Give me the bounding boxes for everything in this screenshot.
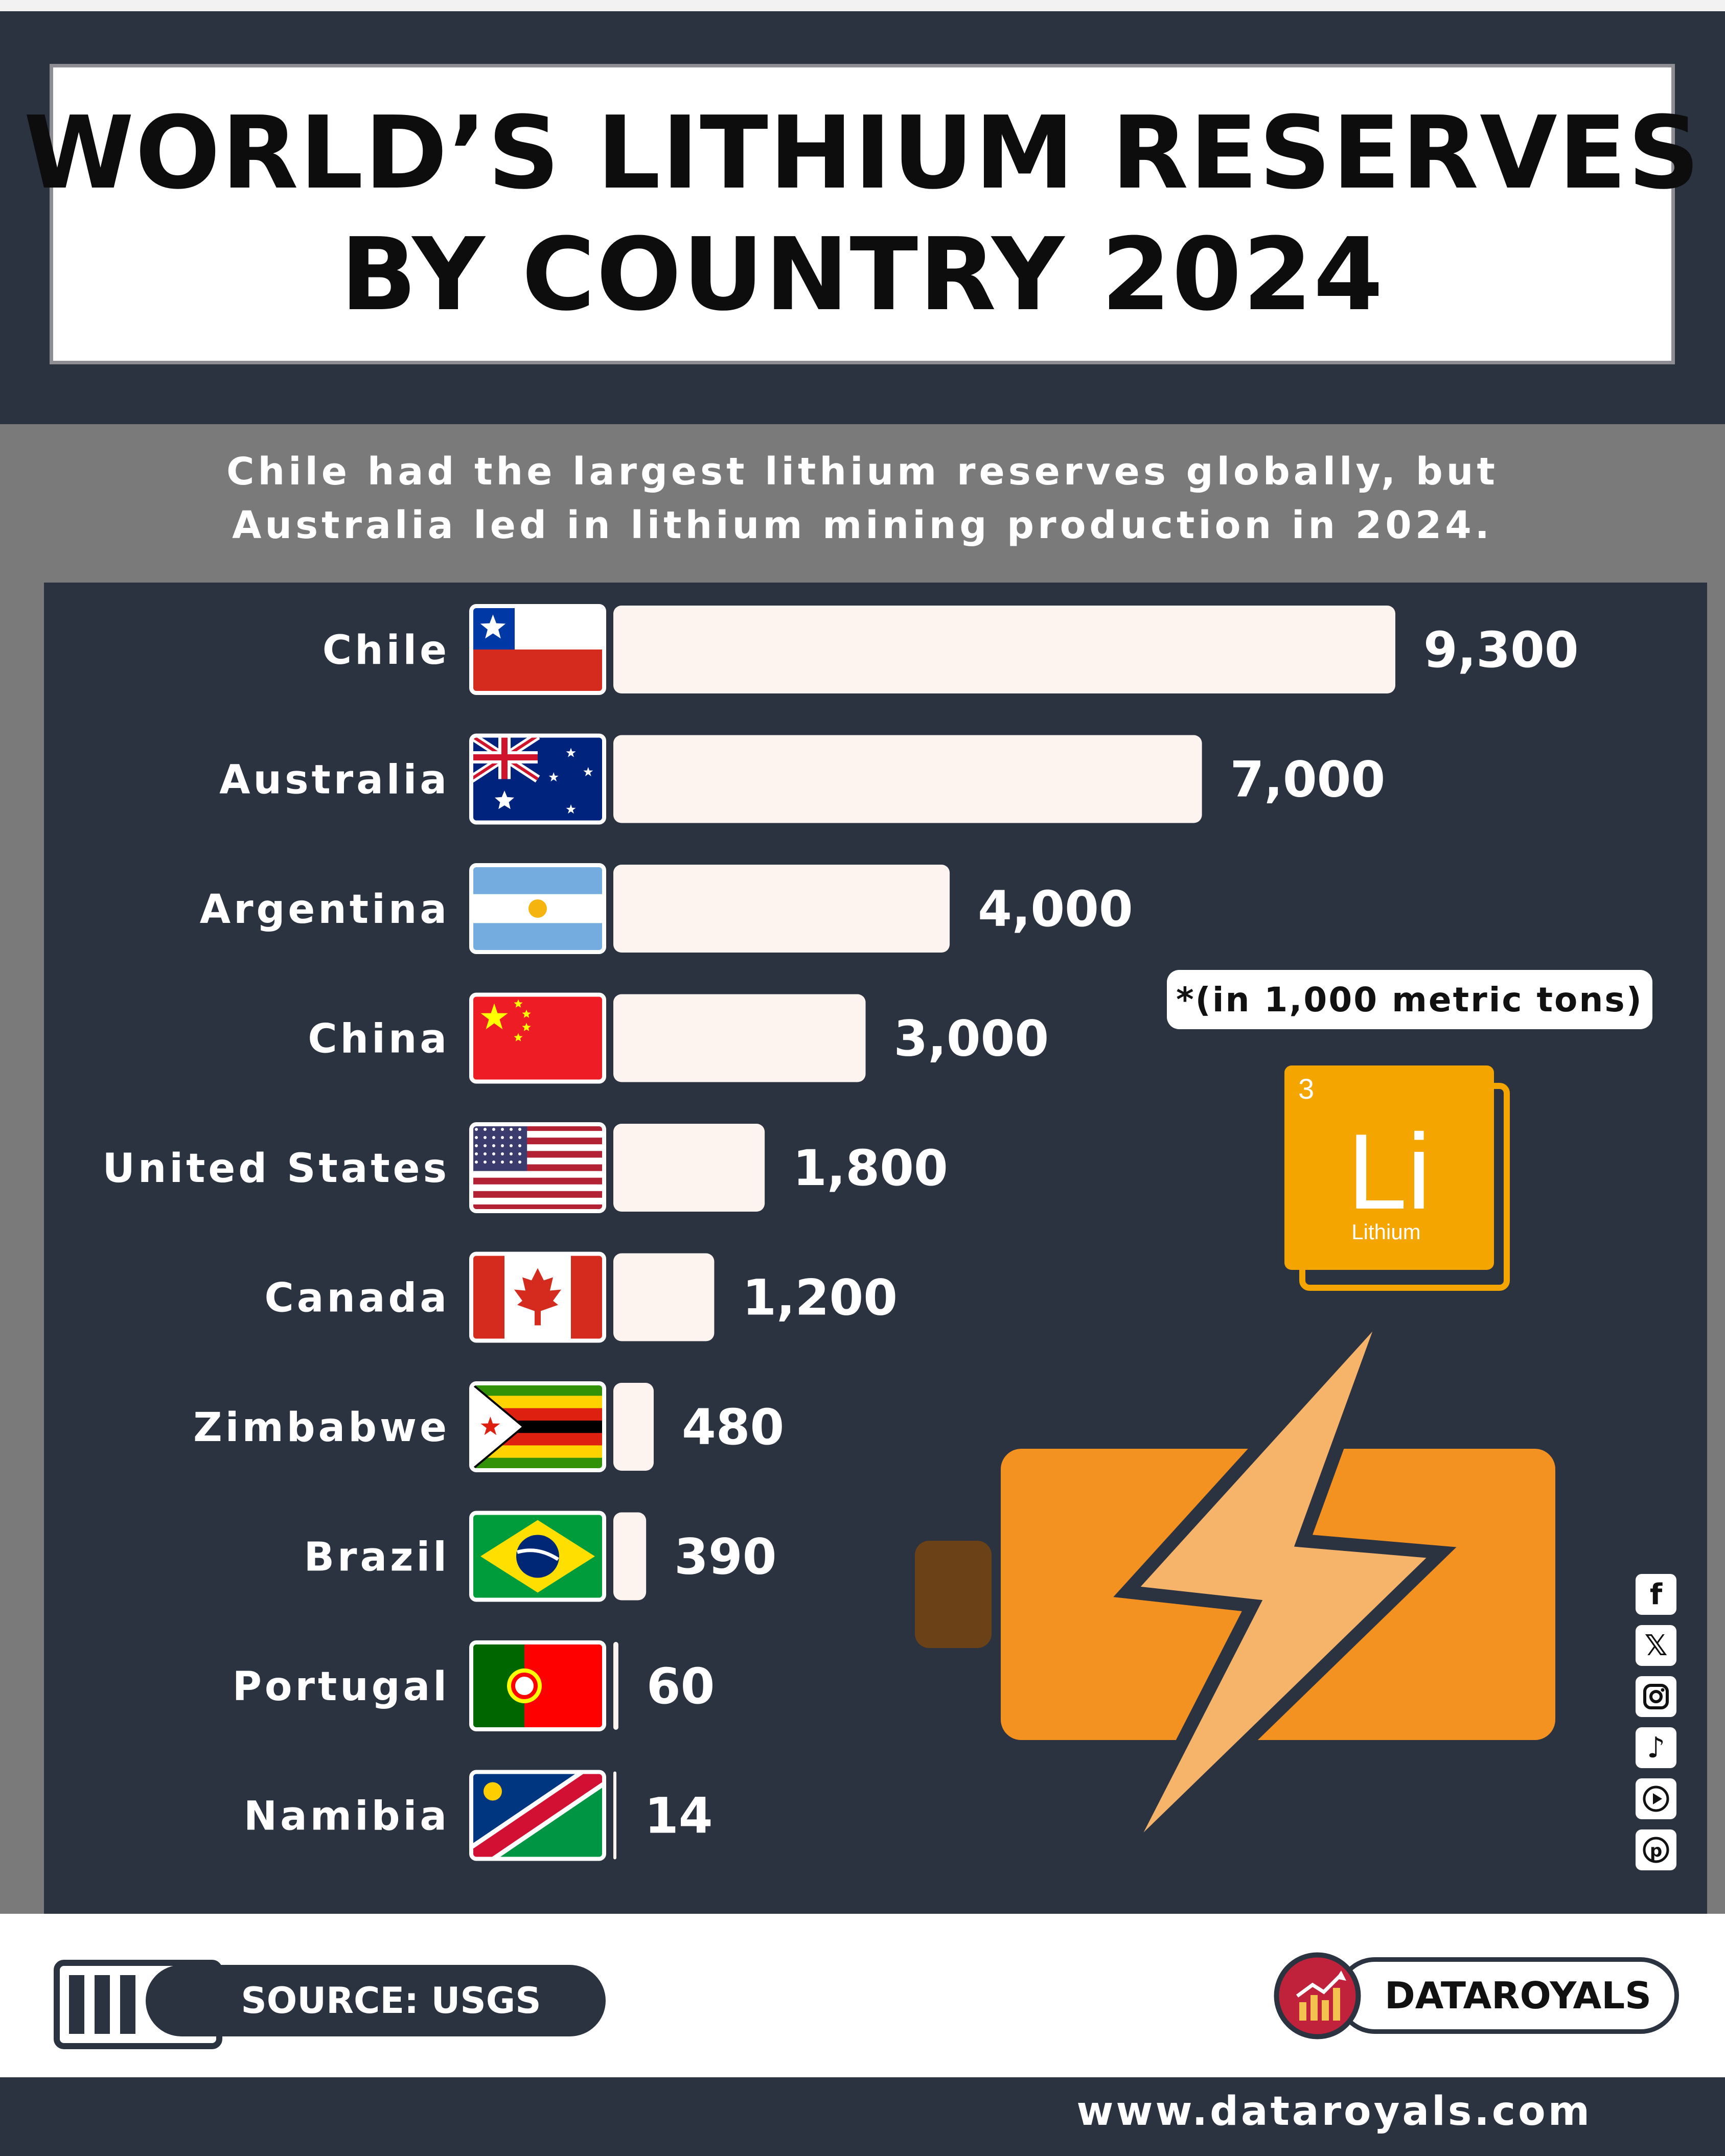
bar-argentina [613,865,950,953]
element-number: 3 [1298,1073,1314,1105]
canada-flag [469,1251,606,1343]
element-symbol: Li [1347,1111,1431,1232]
bar-chile [613,606,1395,693]
left-side-band [0,583,44,1914]
bar-portugal [613,1642,618,1730]
value-label-brazil: 390 [674,1528,776,1586]
website-link[interactable]: www.dataroyals.com [1076,2089,1592,2135]
pinterest-icon[interactable]: p [1636,1829,1676,1870]
subtitle-line-1: Chile had the largest lithium reserves g… [226,450,1499,494]
category-label-portugal: Portugal [233,1664,450,1710]
value-label-portugal: 60 [647,1658,715,1715]
element-name: Lithium [1351,1220,1420,1244]
category-label-chile: Chile [323,628,450,674]
top-strip [0,0,1725,11]
battery-icon [915,1297,1555,1870]
brand-pill[interactable]: DATAROYALS [1337,1957,1679,2034]
value-label-china: 3,000 [894,1010,1049,1068]
value-label-chile: 9,300 [1423,621,1579,679]
value-label-australia: 7,000 [1230,751,1386,808]
bar-united-states [613,1124,765,1212]
category-label-china: China [308,1016,450,1062]
x-icon[interactable]: 𝕏 [1636,1625,1676,1666]
lightning-bolt-icon [1113,1297,1457,1870]
unit-note-pill: *(in 1,000 metric tons) [1167,970,1652,1029]
source-pill: SOURCE: USGS [146,1965,606,2036]
value-label-canada: 1,200 [742,1269,898,1327]
title-line-1: WORLD’S LITHIUM RESERVES [24,95,1701,212]
category-label-namibia: Namibia [244,1794,450,1840]
title-line-2: BY COUNTRY 2024 [340,217,1385,333]
value-label-namibia: 14 [645,1788,713,1845]
china-flag [469,992,606,1084]
united-states-flag [469,1122,606,1213]
subtitle-line-2: Australia led in lithium mining producti… [232,503,1493,547]
right-side-band [1707,583,1725,1914]
tiktok-icon[interactable]: ♪ [1636,1727,1676,1768]
chile-flag [469,604,606,695]
category-label-zimbabwe: Zimbabwe [193,1405,450,1451]
bar-namibia [613,1771,616,1860]
youtube-icon[interactable] [1636,1778,1676,1819]
bar-canada [613,1253,715,1341]
category-label-australia: Australia [219,757,450,803]
category-label-brazil: Brazil [304,1535,450,1581]
facebook-icon[interactable]: f [1636,1574,1676,1615]
bottom-band: www.dataroyals.com [0,2077,1725,2156]
portugal-flag [469,1640,606,1731]
bar-australia [613,735,1202,823]
subtitle-band: Chile had the largest lithium reserves g… [0,424,1725,583]
zimbabwe-flag [469,1381,606,1472]
category-label-argentina: Argentina [200,887,450,933]
value-label-argentina: 4,000 [978,880,1133,938]
brand-logo-icon [1274,1952,1361,2039]
lithium-element-tile: 3 Li Lithium [1284,1065,1510,1291]
bars-group: Chile 9,300 Australia 7,000 Argentina 4,000 Ch… [103,604,1579,1861]
namibia-flag [469,1770,606,1861]
instagram-icon[interactable] [1636,1676,1676,1717]
title-box: WORLD’S LITHIUM RESERVES BY COUNTRY 2024 [24,64,1700,364]
value-label-united-states: 1,800 [793,1140,948,1197]
source-text: SOURCE: USGS [241,1980,541,2022]
value-label-zimbabwe: 480 [682,1399,784,1456]
bar-brazil [613,1512,647,1601]
category-label-united-states: United States [103,1146,450,1192]
bar-zimbabwe [613,1383,654,1471]
australia-flag [469,733,606,825]
argentina-flag [469,863,606,954]
svg-text:p: p [1650,1841,1662,1861]
brazil-flag [469,1511,606,1602]
bar-china [613,994,866,1082]
unit-note: *(in 1,000 metric tons) [1176,980,1643,1019]
category-label-canada: Canada [264,1276,450,1322]
brand-name: DATAROYALS [1385,1974,1651,2017]
